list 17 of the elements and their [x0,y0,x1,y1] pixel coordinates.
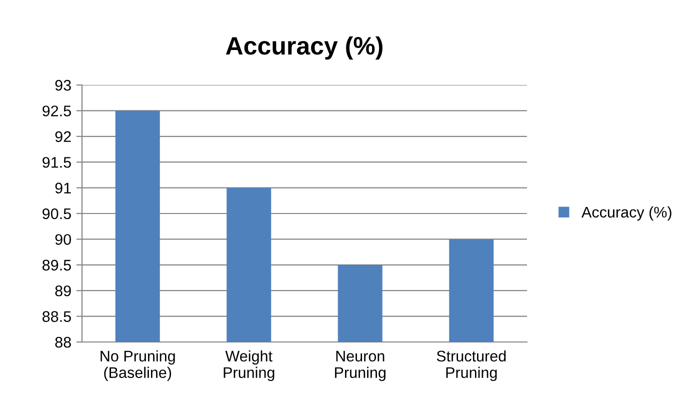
x-tick-label: Neuron Pruning [335,350,386,382]
y-tick-label: 90.5 [42,208,71,220]
y-tick-label: 92 [55,131,71,142]
y-tick-label: 91 [55,182,71,194]
y-tick-label: 92.5 [42,106,71,116]
y-tick-label: 88.5 [42,311,71,322]
chart-title: Accuracy (%) [226,36,382,60]
x-tick-label: Weight Pruning [224,350,274,382]
legend-label: Accuracy (%) [582,206,672,221]
y-tick-label: 93 [55,80,71,91]
y-tick-label: 89 [55,285,71,296]
x-tick-label: No Pruning (Baseline) [100,350,175,382]
y-tick-label: 91.5 [42,156,71,168]
x-tick-label: Structured Pruning [436,350,506,382]
y-tick-label: 88 [55,336,71,348]
y-tick-label: 90 [55,234,71,245]
y-tick-label: 89.5 [42,260,71,271]
